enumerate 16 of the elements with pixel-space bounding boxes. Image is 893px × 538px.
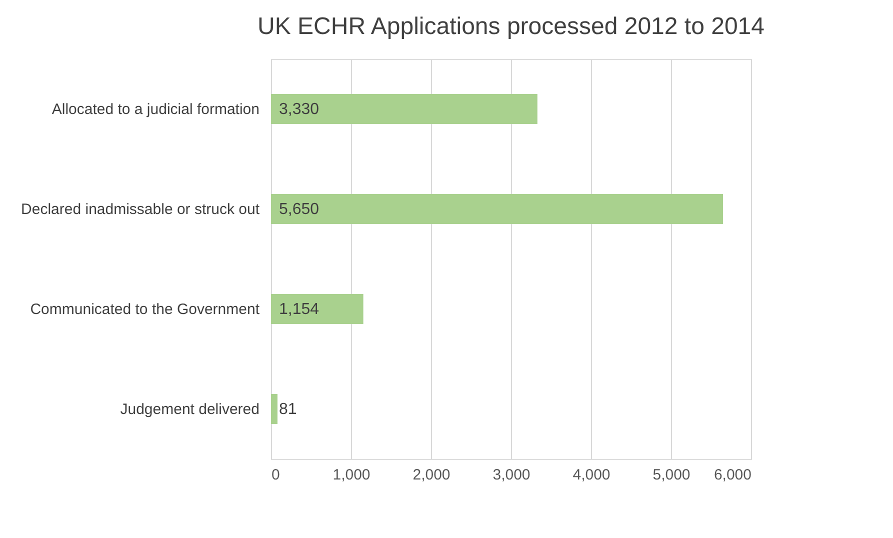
- x-tick-label: 5,000: [652, 466, 690, 484]
- y-tick-label: Declared inadmissable or struck out: [21, 201, 260, 218]
- x-tick-label: 6,000: [714, 466, 752, 484]
- x-tick-label: 2,000: [412, 466, 450, 484]
- data-label: 1,154: [279, 301, 320, 318]
- y-tick-label: Judgement delivered: [120, 401, 260, 418]
- chart-title: UK ECHR Applications processed 2012 to 2014: [258, 13, 764, 40]
- data-label: 5,650: [279, 201, 320, 218]
- x-tick-label: 3,000: [492, 466, 530, 484]
- x-tick-label: 0: [272, 466, 280, 484]
- data-label: 3,330: [279, 101, 320, 118]
- y-tick-label: Allocated to a judicial formation: [52, 101, 260, 118]
- x-tick-label: 4,000: [572, 466, 610, 484]
- x-tick-label: 1,000: [332, 466, 370, 484]
- data-label: 81: [279, 401, 297, 418]
- y-tick-label: Communicated to the Government: [30, 301, 260, 318]
